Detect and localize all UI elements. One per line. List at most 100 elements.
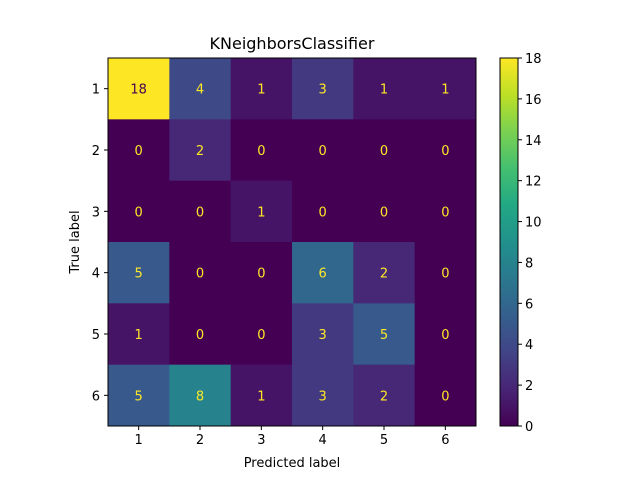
x-tick-label: 4 [319,433,327,448]
x-tick-label: 5 [380,433,388,448]
heatmap-cell [108,58,170,120]
cell-value-label: 0 [196,328,204,343]
x-tick-label: 2 [196,433,204,448]
x-tick-label: 6 [441,433,449,448]
cell-value-label: 18 [130,83,147,98]
y-tick-label: 2 [92,144,100,159]
cell-value-label: 0 [380,205,388,220]
cell-value-label: 1 [135,328,143,343]
cell-value-label: 0 [441,389,449,404]
colorbar-tick-label: 16 [525,93,542,108]
colorbar-ticks: 0 2 4 6 8 10 12 14 16 18 [518,52,542,435]
heatmap-cell [108,364,170,427]
cell-value-label: 0 [135,144,143,159]
heatmap-cell [292,242,354,304]
heatmap-cell [108,180,170,243]
heatmap-cell [353,119,416,182]
heatmap-cell [230,180,293,243]
heatmap-cell [230,242,293,304]
y-tick-label: 5 [92,328,100,343]
heatmap-cell [169,119,232,182]
heatmap-cell [353,364,416,427]
heatmap-cell [230,364,293,427]
cell-value-label: 2 [196,144,204,159]
cell-value-label: 1 [380,83,388,98]
cell-value-label: 5 [135,389,143,404]
x-tick-label: 1 [135,433,143,448]
heatmap-cell [292,58,354,120]
heatmap-cell [414,180,477,243]
chart-title: KNeighborsClassifier [210,34,375,53]
y-tick-label: 1 [92,83,100,98]
heatmap-cell [414,242,477,304]
cell-value-label: 0 [196,267,204,282]
heatmap-cell [169,364,232,427]
y-axis-label: True label [68,210,83,274]
cell-value-label: 0 [319,205,327,220]
heatmap-cell [414,303,477,366]
heatmap-cell-labels: 18 4 1 3 1 1 0 2 0 0 0 0 0 0 1 0 0 0 5 0 0 6 2 0 1 0 0 3 5 0 5 8 1 3 2 0 [130,83,449,405]
heatmap-cell [414,58,477,120]
cell-value-label: 3 [319,328,327,343]
cell-value-label: 1 [257,205,265,220]
cell-value-label: 0 [135,205,143,220]
cell-value-label: 5 [135,267,143,282]
cell-value-label: 4 [196,83,204,98]
heatmap-cell [169,180,232,243]
colorbar-tick-label: 14 [525,134,542,149]
cell-value-label: 8 [196,389,204,404]
cell-value-label: 3 [319,389,327,404]
y-tick-label: 4 [92,267,100,282]
heatmap-cell [108,303,170,366]
colorbar-tick-label: 2 [525,379,533,394]
cell-value-label: 1 [441,83,449,98]
heatmap-cell [169,303,232,366]
cell-value-label: 5 [380,328,388,343]
heatmap-cell [414,119,477,182]
cell-value-label: 0 [380,144,388,159]
cell-value-label: 3 [319,83,327,98]
cell-value-label: 1 [257,83,265,98]
colorbar-tick-label: 0 [525,420,533,435]
cell-value-label: 0 [257,144,265,159]
y-tick-label: 3 [92,205,100,220]
heatmap-cell [353,180,416,243]
cell-value-label: 0 [441,144,449,159]
colorbar-tick-label: 8 [525,256,533,271]
heatmap-cell [353,242,416,304]
heatmap-cell [292,303,354,366]
heatmap-cell [169,58,232,120]
colorbar [499,57,519,427]
x-tick-label: 3 [257,433,265,448]
heatmap-cell [292,364,354,427]
x-axis-ticks: 1 2 3 4 5 6 [135,426,449,448]
y-tick-label: 6 [92,389,100,404]
colorbar-tick-label: 10 [525,216,542,231]
heatmap-cell [414,364,477,427]
plot-frame [107,57,477,427]
heatmap-cell [292,119,354,182]
cell-value-label: 2 [380,267,388,282]
heatmap-cell [230,303,293,366]
x-axis-label: Predicted label [244,456,341,471]
cell-value-label: 0 [257,328,265,343]
heatmap-cell [230,119,293,182]
cell-value-label: 0 [441,205,449,220]
colorbar-tick-label: 12 [525,175,542,190]
cell-value-label: 2 [380,389,388,404]
heatmap-cell [108,119,170,182]
colorbar-tick-label: 4 [525,338,533,353]
cell-value-label: 0 [441,267,449,282]
heatmap-cell [230,58,293,120]
cell-value-label: 0 [196,205,204,220]
heatmap-cell [292,180,354,243]
y-axis-ticks: 1 2 3 4 5 6 [92,83,108,404]
heatmap-cell [108,242,170,304]
heatmap-cell [169,242,232,304]
cell-value-label: 0 [257,267,265,282]
heatmap-cell [353,58,416,120]
cell-value-label: 0 [441,328,449,343]
cell-value-label: 6 [319,267,327,282]
cell-value-label: 0 [319,144,327,159]
